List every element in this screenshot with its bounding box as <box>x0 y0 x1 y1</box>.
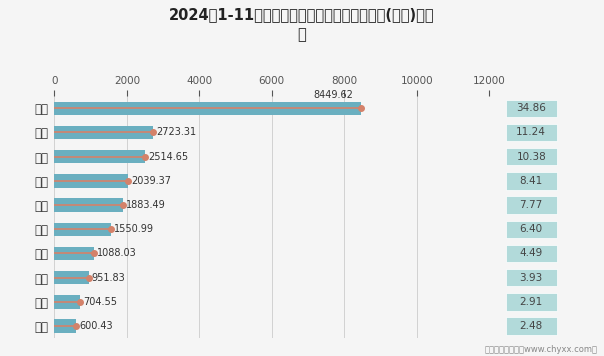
Bar <box>54 198 123 212</box>
Bar <box>54 222 111 236</box>
Text: 2024年1-11月中国房间空气调节器各省市产量(万台)排行
榜: 2024年1-11月中国房间空气调节器各省市产量(万台)排行 榜 <box>169 7 435 42</box>
Text: 704.55: 704.55 <box>83 297 117 307</box>
Text: 11.24: 11.24 <box>516 127 546 137</box>
Text: 8.41: 8.41 <box>519 176 543 186</box>
Bar <box>54 101 361 115</box>
Text: 7.77: 7.77 <box>519 200 543 210</box>
Text: 2514.65: 2514.65 <box>149 152 188 162</box>
Text: 2039.37: 2039.37 <box>131 176 171 186</box>
Text: 2.48: 2.48 <box>519 321 543 331</box>
Text: 3.93: 3.93 <box>519 273 543 283</box>
Text: 1550.99: 1550.99 <box>114 224 153 234</box>
Bar <box>54 319 76 333</box>
Bar <box>54 271 89 284</box>
Bar <box>54 247 94 260</box>
Text: 1088.03: 1088.03 <box>97 248 137 258</box>
Text: 2723.31: 2723.31 <box>156 127 196 137</box>
Text: 34.86: 34.86 <box>516 103 546 113</box>
Text: 1883.49: 1883.49 <box>126 200 165 210</box>
Text: 600.43: 600.43 <box>79 321 112 331</box>
Text: 8449.62: 8449.62 <box>313 90 353 100</box>
Bar <box>54 126 153 139</box>
Text: 4.49: 4.49 <box>519 248 543 258</box>
Bar <box>54 174 128 188</box>
Text: 951.83: 951.83 <box>92 273 126 283</box>
Bar <box>54 295 80 309</box>
Text: 6.40: 6.40 <box>519 224 543 234</box>
Bar <box>54 150 146 163</box>
Text: 制图：智研咨询（www.chyxx.com）: 制图：智研咨询（www.chyxx.com） <box>485 345 598 354</box>
Text: 10.38: 10.38 <box>516 152 546 162</box>
Text: 2.91: 2.91 <box>519 297 543 307</box>
